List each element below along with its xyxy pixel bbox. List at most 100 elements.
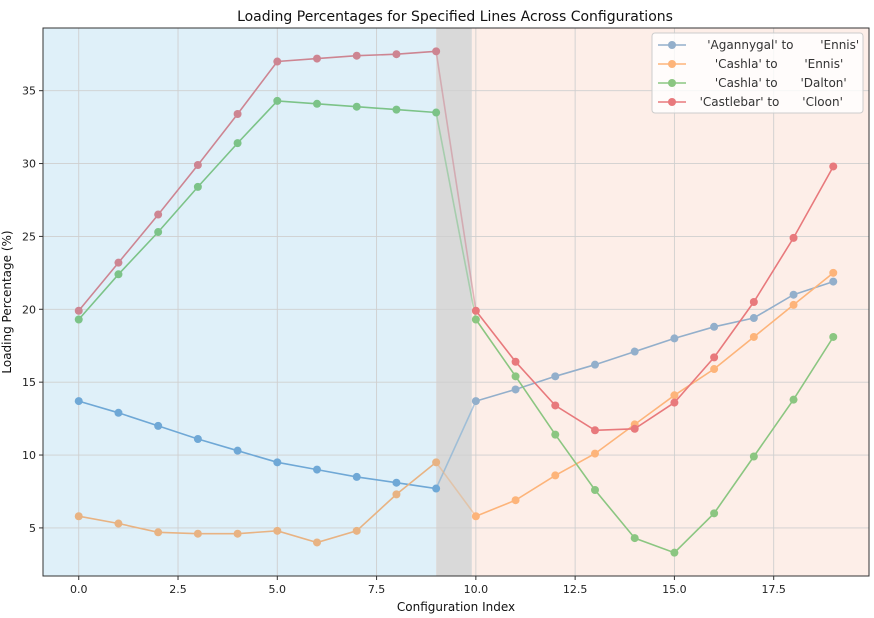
series-1-point-0 xyxy=(74,512,83,521)
series-0-point-16 xyxy=(710,322,719,331)
series-line-2-after xyxy=(475,319,834,554)
series-2-point-2 xyxy=(154,228,163,237)
series-0-point-8 xyxy=(392,478,401,487)
series-line-0-before xyxy=(78,400,437,490)
x-tick-label-0: 0.0 xyxy=(70,583,88,596)
series-2 xyxy=(74,96,838,557)
series-0-point-12 xyxy=(551,372,560,381)
y-tick-label-3: 20 xyxy=(22,303,36,316)
y-tick-label-5: 30 xyxy=(22,158,36,171)
x-axis-label: Configuration Index xyxy=(397,600,515,614)
series-0-point-0 xyxy=(74,397,83,406)
y-axis-label: Loading Percentage (%) xyxy=(0,230,14,373)
series-1-point-4 xyxy=(233,529,242,538)
series-3-point-15 xyxy=(670,398,679,407)
legend-entry-3: 'Castlebar' to 'Cloon' xyxy=(692,95,843,109)
series-3 xyxy=(74,47,838,435)
series-1-point-10 xyxy=(471,512,480,521)
series-0-point-18 xyxy=(789,290,798,299)
series-0-point-11 xyxy=(511,385,520,394)
series-0-point-3 xyxy=(193,435,202,443)
series-line-1-after xyxy=(475,272,834,517)
series-0-point-2 xyxy=(154,421,163,430)
y-tick-label-6: 35 xyxy=(22,85,36,98)
legend-box xyxy=(651,32,864,114)
series-line-3-transition xyxy=(435,51,477,311)
series-0-point-5 xyxy=(273,458,282,467)
y-tick-label-2: 15 xyxy=(22,376,36,389)
series-2-point-10 xyxy=(471,315,480,324)
series-1-point-9 xyxy=(432,458,441,467)
grid xyxy=(43,28,869,576)
plot-frame xyxy=(42,27,870,577)
series-3-point-7 xyxy=(352,51,361,60)
series-0-point-1 xyxy=(114,408,123,417)
series-1-point-19 xyxy=(829,268,838,277)
legend-swatch-marker-2 xyxy=(668,79,676,87)
series-2-point-5 xyxy=(273,96,282,105)
series-line-1-before xyxy=(78,461,437,544)
series-2-point-11 xyxy=(511,372,520,381)
y-tick-label-4: 25 xyxy=(22,230,36,243)
series-line-3-before xyxy=(78,50,437,312)
series-0-point-14 xyxy=(630,347,639,356)
series-0-point-19 xyxy=(829,277,838,286)
series-3-point-6 xyxy=(313,54,322,63)
series-3-point-13 xyxy=(590,426,599,435)
series-2-point-0 xyxy=(74,315,83,324)
series-3-point-18 xyxy=(789,233,798,242)
background-region-0 xyxy=(43,28,437,576)
series-1-point-16 xyxy=(710,365,719,374)
x-tick-label-3: 7.5 xyxy=(368,583,386,596)
series-0-point-6 xyxy=(313,465,322,474)
series-line-2-before xyxy=(78,100,437,321)
series-0-point-13 xyxy=(590,360,599,369)
series-3-point-16 xyxy=(710,353,719,362)
series-1-point-1 xyxy=(114,519,123,528)
series-0-point-10 xyxy=(471,397,480,406)
series-2-point-17 xyxy=(749,452,758,461)
series-3-point-9 xyxy=(432,47,441,56)
series-line-3-after xyxy=(475,166,834,432)
series-3-point-19 xyxy=(829,162,838,171)
series-1-point-15 xyxy=(670,391,679,400)
series-3-point-11 xyxy=(511,357,520,366)
legend-swatch-marker-3 xyxy=(668,98,676,106)
series-3-point-3 xyxy=(193,161,202,169)
series-line-2-transition xyxy=(435,112,477,320)
series-group xyxy=(74,47,838,557)
series-1-point-13 xyxy=(590,449,599,458)
series-2-point-16 xyxy=(710,509,719,518)
series-2-point-18 xyxy=(789,395,798,404)
series-3-point-4 xyxy=(233,109,242,118)
series-1-point-8 xyxy=(392,490,401,499)
series-1-point-7 xyxy=(352,526,361,535)
series-0-point-7 xyxy=(352,472,361,481)
legend-entry-1: 'Cashla' to 'Ennis' xyxy=(692,57,843,71)
x-axis-ticks: 0.0 2.5 5.0 7.5 10.0 12.5 15.0 17.5 xyxy=(70,576,786,596)
series-3-point-10 xyxy=(471,306,480,315)
series-3-point-0 xyxy=(74,306,83,315)
series-1-point-18 xyxy=(789,300,798,309)
series-3-point-17 xyxy=(749,298,758,306)
series-3-point-5 xyxy=(273,57,282,66)
chart-title: Loading Percentages for Specified Lines … xyxy=(237,9,673,25)
series-2-point-12 xyxy=(551,430,560,439)
series-2-point-15 xyxy=(670,548,679,557)
background-region-2 xyxy=(471,28,869,576)
series-1-point-12 xyxy=(551,471,560,480)
series-2-point-9 xyxy=(432,108,441,117)
series-2-point-14 xyxy=(630,534,639,543)
series-0-point-4 xyxy=(233,446,242,455)
series-1-point-11 xyxy=(511,496,520,505)
series-2-point-7 xyxy=(352,102,361,111)
series-1-point-17 xyxy=(749,332,758,341)
series-0-point-17 xyxy=(749,314,758,323)
series-3-point-2 xyxy=(154,210,163,219)
series-2-point-6 xyxy=(313,99,322,108)
series-0-point-15 xyxy=(670,334,679,343)
x-tick-label-6: 15.0 xyxy=(662,583,687,596)
series-1-point-3 xyxy=(193,529,202,538)
series-2-point-19 xyxy=(829,332,838,341)
x-tick-label-4: 10.0 xyxy=(464,583,489,596)
